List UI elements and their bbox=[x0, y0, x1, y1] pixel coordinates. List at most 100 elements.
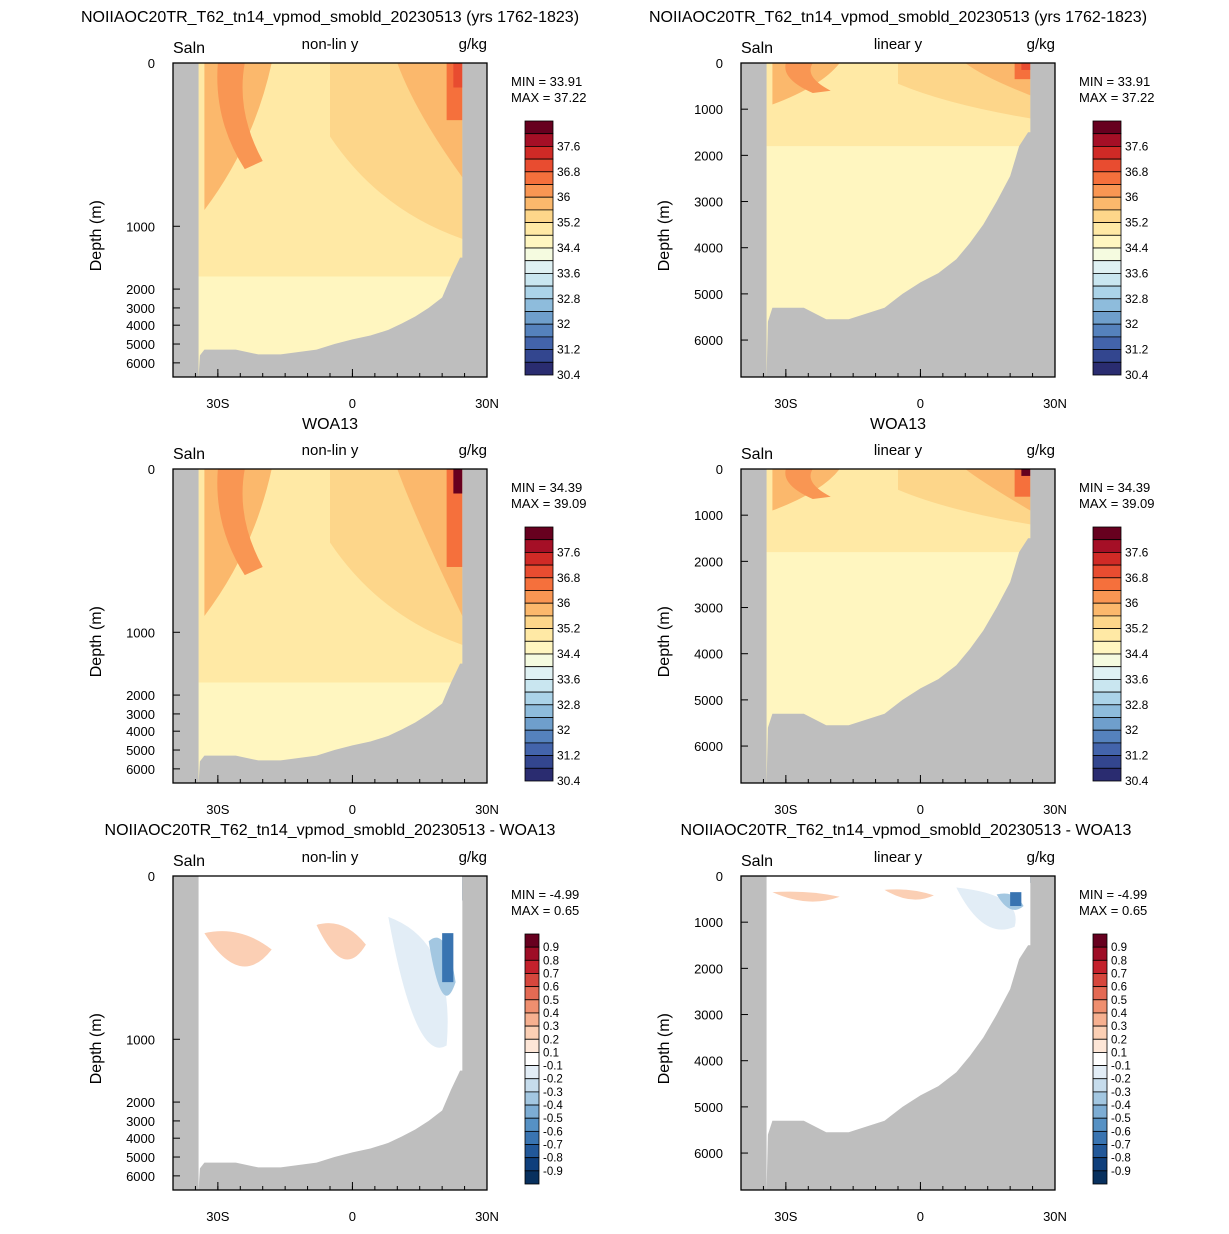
colorbar-box bbox=[1092, 539, 1122, 553]
y-tick-label: 0 bbox=[148, 869, 155, 884]
colorbar-box bbox=[1092, 361, 1122, 376]
panel-center-label: linear y bbox=[874, 36, 923, 53]
colorbar-box bbox=[524, 767, 554, 782]
colorbar-box bbox=[1092, 285, 1122, 300]
colorbar-label: -0.8 bbox=[543, 1153, 563, 1165]
colorbar-label: 0.9 bbox=[543, 942, 559, 954]
land-south-wall bbox=[173, 63, 199, 377]
colorbar-label: -0.3 bbox=[1111, 1087, 1131, 1099]
colorbar-box bbox=[1092, 1065, 1108, 1080]
x-tick-label: 30N bbox=[475, 396, 499, 411]
colorbar-box bbox=[524, 986, 540, 1001]
panel-title: NOIIAOC20TR_T62_tn14_vpmod_smobld_202305… bbox=[81, 9, 579, 26]
panel-model-lin: Saln linear y g/kg 0 1000 2000 3000 4000 5000 600… bbox=[656, 36, 1155, 411]
colorbar-box bbox=[524, 272, 554, 287]
y-tick-label: 3000 bbox=[126, 301, 155, 316]
colorbar-label: 34.4 bbox=[557, 241, 581, 255]
y-tick-label: 1000 bbox=[126, 219, 155, 234]
y-tick-label: 3000 bbox=[694, 1008, 723, 1023]
colorbar-label: 36.8 bbox=[557, 165, 581, 179]
field-north-core bbox=[397, 63, 463, 178]
colorbar-label: 34.4 bbox=[557, 647, 581, 661]
colorbar-label: 32 bbox=[557, 723, 571, 737]
y-tick-label: 6000 bbox=[126, 762, 155, 777]
colorbar-label: 0.6 bbox=[1111, 982, 1127, 994]
colorbar-box bbox=[1092, 209, 1122, 223]
panel-diff-nonlin: Saln non-lin y g/kg 0 1000 2000 3000 4000 5000 60… bbox=[88, 849, 579, 1224]
colorbar-label: 36.8 bbox=[557, 571, 581, 585]
colorbar-box bbox=[1092, 704, 1122, 718]
land-south-wall bbox=[173, 876, 199, 1190]
colorbar-label: 31.2 bbox=[557, 749, 581, 763]
y-tick-label: 3000 bbox=[694, 195, 723, 210]
min-value-text: MIN = 34.39 bbox=[1079, 480, 1150, 495]
colorbar-box bbox=[524, 1038, 540, 1053]
y-tick-label: 5000 bbox=[126, 337, 155, 352]
colorbar-box bbox=[1092, 959, 1108, 974]
colorbar-label: 0.8 bbox=[1111, 955, 1127, 967]
colorbar-box bbox=[1092, 691, 1122, 706]
panel-diff-lin: Saln linear y g/kg 0 1000 2000 3000 4000 5000 600… bbox=[656, 849, 1147, 1224]
y-axis-label: Depth (m) bbox=[656, 200, 673, 271]
x-tick-label: 0 bbox=[917, 1209, 924, 1224]
colorbar-box bbox=[1092, 640, 1122, 655]
panel-left-label: Saln bbox=[173, 40, 205, 57]
colorbar-box bbox=[1092, 298, 1122, 312]
colorbar-box bbox=[524, 1091, 540, 1106]
colorbar-label: -0.1 bbox=[1111, 1061, 1131, 1073]
colorbar-box bbox=[1092, 1052, 1108, 1066]
y-tick-label: 6000 bbox=[126, 1169, 155, 1184]
colorbar-box bbox=[524, 679, 554, 693]
land-seafloor bbox=[766, 876, 1055, 1190]
colorbar-box bbox=[524, 285, 554, 300]
colorbar-box bbox=[524, 742, 554, 757]
y-tick-label: 5000 bbox=[126, 743, 155, 758]
colorbar-label: 34.4 bbox=[1125, 241, 1149, 255]
colorbar-box bbox=[524, 1170, 540, 1185]
colorbar-box bbox=[524, 602, 554, 617]
colorbar-label: 36 bbox=[1125, 190, 1139, 204]
x-tick-label: 30S bbox=[774, 396, 797, 411]
colorbar-label: -0.9 bbox=[1111, 1166, 1131, 1178]
colorbar-box bbox=[524, 933, 540, 948]
colorbar-label: 37.6 bbox=[557, 139, 581, 153]
colorbar-label: 0.1 bbox=[543, 1047, 559, 1059]
panel-center-label: non-lin y bbox=[302, 849, 359, 866]
colorbar-box bbox=[524, 171, 554, 185]
land-seafloor bbox=[766, 63, 1055, 377]
colorbar-label: -0.6 bbox=[543, 1126, 563, 1138]
land-seafloor bbox=[766, 469, 1055, 783]
colorbar-box bbox=[1092, 1144, 1108, 1159]
y-tick-label: 4000 bbox=[694, 647, 723, 662]
colorbar-label: -0.5 bbox=[543, 1113, 563, 1125]
colorbar-label: 32 bbox=[1125, 317, 1139, 331]
y-tick-label: 0 bbox=[716, 869, 723, 884]
colorbar-label: 35.2 bbox=[557, 622, 581, 636]
field-south-core bbox=[785, 63, 831, 94]
colorbar-box bbox=[1092, 247, 1122, 262]
colorbar-box bbox=[524, 311, 554, 325]
colorbar-box bbox=[1092, 336, 1122, 350]
y-tick-label: 4000 bbox=[126, 318, 155, 333]
colorbar-label: 32 bbox=[557, 317, 571, 331]
panel-left-label: Saln bbox=[741, 40, 773, 57]
panel-right-label: g/kg bbox=[1027, 849, 1055, 866]
colorbar-box bbox=[1092, 973, 1108, 988]
y-tick-label: 5000 bbox=[694, 1100, 723, 1115]
colorbar-box bbox=[1092, 717, 1122, 731]
y-tick-label: 3000 bbox=[694, 601, 723, 616]
colorbar-box bbox=[524, 526, 554, 541]
colorbar-label: -0.8 bbox=[1111, 1153, 1131, 1165]
colorbar-box bbox=[524, 755, 554, 769]
y-tick-label: 6000 bbox=[694, 739, 723, 754]
x-tick-label: 0 bbox=[349, 1209, 356, 1224]
colorbar-box bbox=[1092, 184, 1122, 198]
colorbar-label: 31.2 bbox=[557, 343, 581, 357]
y-tick-label: 1000 bbox=[694, 508, 723, 523]
colorbar-box bbox=[1092, 742, 1122, 757]
colorbar-box bbox=[1092, 552, 1122, 566]
panel-title: WOA13 bbox=[870, 416, 926, 433]
y-tick-label: 4000 bbox=[126, 1131, 155, 1146]
x-tick-label: 30N bbox=[475, 1209, 499, 1224]
colorbar-box bbox=[524, 298, 554, 312]
